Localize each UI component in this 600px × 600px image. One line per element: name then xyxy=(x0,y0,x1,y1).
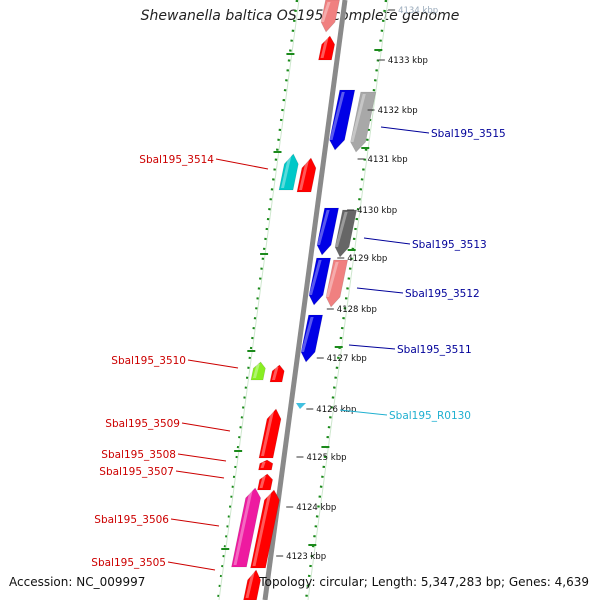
gene-lime-shine xyxy=(253,364,260,378)
gene-pink xyxy=(325,259,349,308)
gene-red xyxy=(243,569,261,600)
gene-label[interactable]: Sbal195_3510 xyxy=(111,355,186,367)
gene-label-leader xyxy=(215,158,269,170)
gene-label-leader xyxy=(339,409,388,416)
kbp-tick-label: 4125 kbp xyxy=(306,453,346,463)
gene-red xyxy=(269,364,285,383)
kbp-tick-label: 4128 kbp xyxy=(337,305,377,315)
gene-label-leader xyxy=(380,126,430,134)
gene-red-shine xyxy=(260,462,266,468)
gene-magenta-shine xyxy=(233,490,253,565)
gene-label[interactable]: Sbal195_3507 xyxy=(99,466,174,478)
gene-blue-shine xyxy=(317,210,330,245)
gene-red-shine xyxy=(261,411,275,456)
gene-label[interactable]: Sbal195_3511 xyxy=(397,344,472,356)
gene-blue xyxy=(329,89,356,151)
gene-blue-shine xyxy=(329,92,345,140)
map-title: Shewanella baltica OS195, complete genom… xyxy=(140,8,460,24)
kbp-tick-label: 4134 kbp xyxy=(398,6,438,16)
gene-label-leader xyxy=(175,470,225,479)
kbp-tick-label: 4126 kbp xyxy=(316,405,356,415)
inner-ring-line xyxy=(218,0,300,600)
gene-label-leader xyxy=(363,237,411,245)
gene-blue xyxy=(316,207,340,256)
gene-darkgray xyxy=(334,209,358,258)
kbp-tick-label: 4129 kbp xyxy=(347,254,387,264)
gene-pink-shine xyxy=(326,262,339,297)
gene-label-leader xyxy=(356,287,404,294)
gene-cyan-shine xyxy=(281,156,292,188)
gene-red-shine xyxy=(245,572,255,598)
gene-cyan xyxy=(278,153,299,191)
gene-pink xyxy=(320,0,340,33)
gene-blue-shine xyxy=(301,317,314,352)
inner-ring-dots xyxy=(216,0,299,600)
gene-red-shine xyxy=(252,492,272,566)
gene-red xyxy=(257,473,273,491)
gene-blue-shine xyxy=(309,260,322,295)
gene-label-leader xyxy=(167,561,216,571)
gene-label[interactable]: Sbal195_3513 xyxy=(412,239,487,251)
gene-label[interactable]: Sbal195_3514 xyxy=(139,154,214,166)
topology-text: Topology: circular; Length: 5,347,283 bp… xyxy=(259,575,589,589)
kbp-tick-label: 4133 kbp xyxy=(388,56,428,66)
kbp-tick-label: 4130 kbp xyxy=(357,206,397,216)
gene-blue xyxy=(300,314,324,363)
gene-label-leader xyxy=(181,422,231,432)
gene-red-shine xyxy=(259,476,266,488)
gene-rna-cyan xyxy=(296,403,306,409)
gene-red-shine xyxy=(320,38,329,58)
gene-gray-shine xyxy=(350,94,366,142)
accession-text: Accession: NC_009997 xyxy=(9,575,146,589)
gene-gray xyxy=(350,91,377,153)
gene-red xyxy=(296,157,317,193)
gene-red-shine xyxy=(299,160,309,190)
gene-magenta xyxy=(231,487,261,568)
gene-pink-shine xyxy=(321,2,331,22)
kbp-tick-label: 4127 kbp xyxy=(327,354,367,364)
gene-label[interactable]: Sbal195_3515 xyxy=(431,128,506,140)
gene-blue xyxy=(308,257,332,306)
gene-red xyxy=(258,459,274,471)
gene-label[interactable]: Sbal195_3505 xyxy=(91,557,166,569)
gene-lime xyxy=(250,361,266,381)
gene-label-leader xyxy=(187,359,239,369)
gene-label[interactable]: Sbal195_3508 xyxy=(101,449,176,461)
gene-label-leader xyxy=(177,453,227,462)
gene-darkgray-shine xyxy=(335,212,348,247)
kbp-tick-label: 4123 kbp xyxy=(286,552,326,562)
gene-label[interactable]: Sbal195_3512 xyxy=(405,288,480,300)
outer-ring-line xyxy=(307,0,389,600)
kbp-tick-label: 4132 kbp xyxy=(378,106,418,116)
gene-label[interactable]: Sbal195_3509 xyxy=(105,418,180,430)
gene-red xyxy=(250,489,280,569)
kbp-tick-label: 4124 kbp xyxy=(296,503,336,513)
gene-label[interactable]: Sbal195_R0130 xyxy=(389,410,471,422)
gene-red xyxy=(318,35,336,61)
gene-red xyxy=(258,408,282,459)
gene-label[interactable]: Sbal195_3506 xyxy=(94,514,169,526)
gene-label-leader xyxy=(348,344,396,350)
kbp-tick-label: 4131 kbp xyxy=(368,155,408,165)
gene-red-shine xyxy=(272,367,279,380)
gene-label-leader xyxy=(170,518,220,527)
